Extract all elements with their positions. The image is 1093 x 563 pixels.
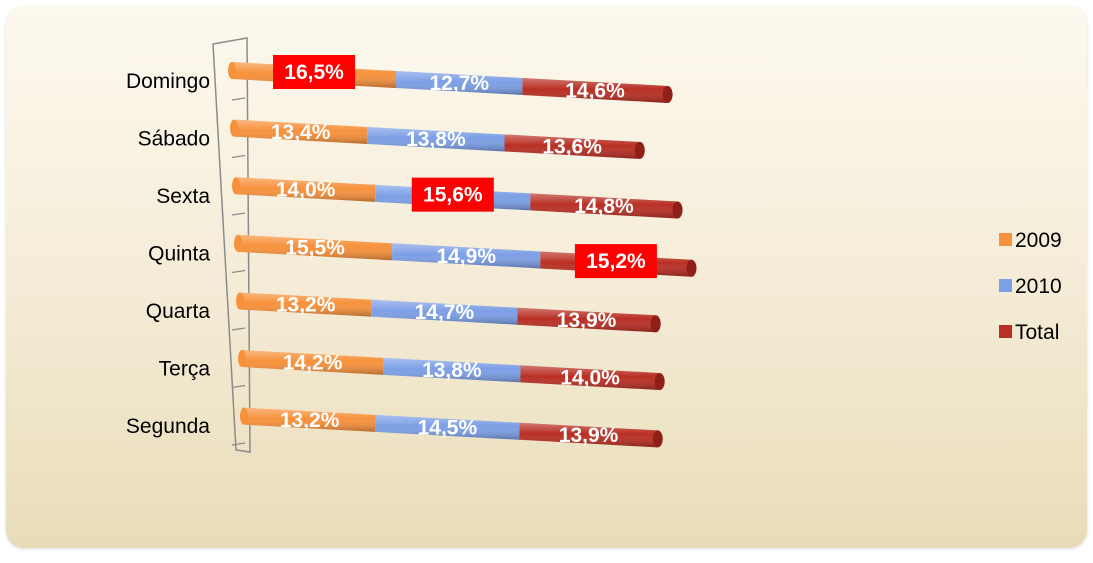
axis-tick	[231, 154, 246, 159]
value-label-quarta-2009: 13,2%	[276, 294, 336, 317]
legend-label: 2010	[1015, 275, 1062, 298]
value-label-sabado-2010: 13,8%	[406, 128, 466, 151]
category-label-terca: Terça	[159, 358, 211, 381]
axis-tick	[231, 269, 246, 274]
category-label-quinta: Quinta	[148, 243, 210, 266]
bar-cap-end	[652, 430, 663, 448]
highlight-box	[574, 244, 657, 279]
bar-cap-start	[236, 292, 244, 310]
bar-cap-start	[228, 62, 236, 79]
bar-cap-start	[238, 350, 246, 368]
category-label-domingo: Domingo	[126, 70, 210, 93]
value-label-quinta-total: 15,2%	[586, 250, 646, 273]
bar-shade	[520, 365, 660, 391]
bar-cap-start	[240, 407, 248, 425]
bar-shade	[238, 234, 393, 261]
axis-tick	[231, 327, 246, 331]
bar-shade	[244, 407, 376, 432]
bar-cap-start	[232, 177, 240, 195]
bar-shade	[519, 422, 658, 448]
bar-cap-end	[634, 141, 645, 159]
bar-cap-start	[230, 119, 238, 137]
value-label-domingo-2009: 16,5%	[284, 61, 344, 84]
value-label-segunda-2010: 14,5%	[418, 416, 478, 439]
value-label-quinta-2009: 15,5%	[285, 237, 345, 260]
axis-tick	[231, 384, 246, 389]
bar-shade	[371, 299, 518, 325]
legend-label: 2009	[1015, 229, 1062, 252]
legend-swatch	[999, 233, 1012, 246]
highlight-box	[273, 55, 356, 90]
axis-tick	[231, 442, 246, 446]
bar-row-quarta	[236, 292, 661, 333]
bar-shade	[240, 292, 372, 317]
bar-shade	[242, 350, 384, 375]
bar-shade	[396, 71, 523, 95]
bar-shade	[522, 77, 668, 103]
legend-item-2009: 2009	[999, 229, 1062, 252]
bar-shade	[236, 177, 376, 202]
axis-tick	[231, 212, 246, 216]
value-label-sabado-2009: 13,4%	[271, 121, 331, 144]
value-label-domingo-2010: 12,7%	[429, 72, 489, 95]
bar-shade	[375, 414, 520, 440]
bar-cap-end	[686, 259, 697, 277]
legend: 2009 2010 Total	[999, 229, 1062, 344]
category-label-sabado: Sábado	[138, 128, 210, 151]
bar-shade	[383, 357, 521, 383]
bar-cap-start	[234, 234, 242, 252]
bar-cap-end	[654, 373, 665, 391]
bar-row-terca	[238, 350, 665, 391]
bar-shade	[517, 307, 656, 333]
value-label-sexta-2010: 15,6%	[423, 184, 483, 207]
legend-item-total: Total	[999, 321, 1059, 344]
value-labels: 13,2% 14,5% 13,9% 14,2% 13,8% 14,0% 13,2% 14,7%…	[271, 55, 657, 447]
value-label-sexta-2009: 14,0%	[276, 179, 336, 202]
legend-label: Total	[1015, 321, 1059, 344]
bar-row-sabado	[230, 119, 645, 159]
value-label-sexta-total: 14,8%	[574, 195, 634, 218]
chart-area	[6, 6, 1087, 548]
legend-item-2010: 2010	[999, 275, 1062, 298]
value-label-segunda-2009: 13,2%	[280, 409, 340, 432]
bar-row-segunda	[240, 407, 663, 448]
bar-cap-end	[650, 315, 661, 333]
category-label-quarta: Quarta	[146, 300, 211, 323]
bar-shade	[234, 119, 368, 144]
highlight-box	[411, 177, 494, 212]
bar-shade	[367, 126, 505, 152]
category-label-segunda: Segunda	[126, 415, 210, 438]
bar-shade	[504, 134, 640, 159]
axis-tick	[231, 97, 246, 101]
legend-swatch	[999, 325, 1012, 338]
value-label-segunda-total: 13,9%	[559, 424, 619, 447]
value-label-quarta-2010: 14,7%	[415, 301, 475, 324]
value-label-sabado-total: 13,6%	[542, 136, 602, 159]
bar-shade	[530, 193, 678, 219]
bar-shade	[392, 243, 541, 269]
value-label-terca-total: 14,0%	[560, 367, 620, 390]
legend-swatch	[999, 279, 1012, 292]
category-axis: Domingo Sábado Sexta Quinta Quarta Terça Segun…	[126, 37, 251, 453]
value-label-domingo-total: 14,6%	[565, 79, 625, 102]
axis-wall	[212, 37, 251, 453]
category-label-sexta: Sexta	[156, 185, 210, 208]
bars	[228, 62, 697, 448]
value-label-quarta-total: 13,9%	[557, 309, 617, 332]
bar-cap-end	[662, 85, 673, 103]
value-label-terca-2009: 14,2%	[283, 351, 343, 374]
bar-cap-end	[672, 201, 683, 219]
value-label-terca-2010: 13,8%	[422, 359, 482, 382]
value-label-quinta-2010: 14,9%	[436, 245, 496, 268]
